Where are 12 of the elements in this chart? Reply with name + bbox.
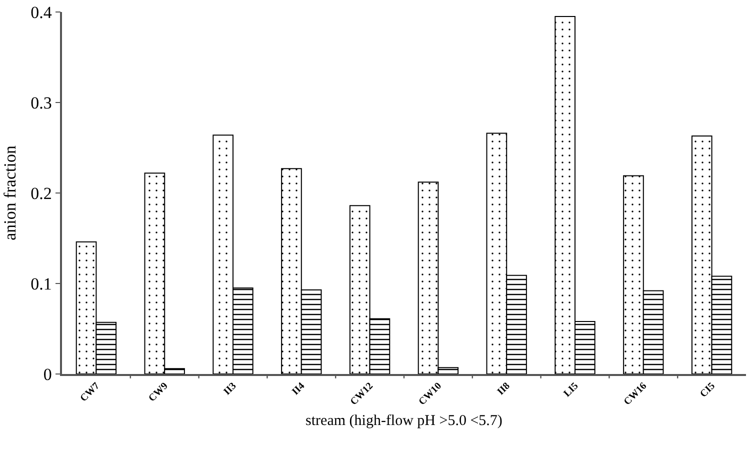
y-tick-label: 0.2 bbox=[30, 184, 52, 203]
y-tick-label: 0.3 bbox=[30, 93, 52, 112]
x-tick-label: II4 bbox=[290, 380, 308, 398]
x-tick-label: CI5 bbox=[698, 380, 718, 400]
x-tick-label: II8 bbox=[495, 380, 512, 398]
y-tick-label: 0 bbox=[43, 364, 52, 384]
y-tick-label: 0.4 bbox=[30, 2, 52, 22]
x-tick-label: LI5 bbox=[562, 380, 581, 400]
y-axis-title: anion fraction bbox=[0, 145, 20, 240]
x-axis-title: stream (high-flow pH >5.0 <5.7) bbox=[306, 413, 502, 430]
x-tick-label: II3 bbox=[222, 380, 239, 398]
y-tick-label: 0.1 bbox=[30, 274, 52, 294]
